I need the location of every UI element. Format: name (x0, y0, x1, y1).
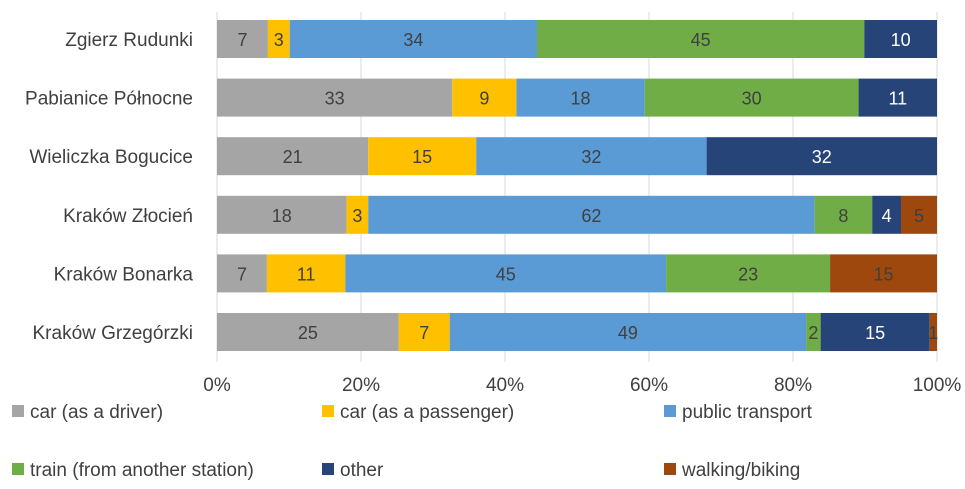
bar-segment (476, 137, 707, 176)
bar-segment (217, 313, 399, 351)
data-label: 30 (742, 89, 762, 109)
legend: car (as a driver) car (as a passenger) pub… (12, 402, 813, 481)
category-label: Pabianice Północne (25, 89, 193, 110)
bar-segment (398, 313, 450, 351)
data-label: 3 (352, 206, 362, 226)
legend-label: walking/biking (681, 460, 800, 481)
bar-segment (820, 313, 930, 351)
legend-swatch (12, 463, 24, 475)
category-label: Kraków Złocień (63, 206, 193, 227)
data-label: 2 (808, 323, 818, 343)
bar-segment (345, 254, 667, 293)
gridlines (216, 12, 938, 362)
legend-swatch (322, 405, 334, 417)
data-label: 21 (283, 147, 303, 167)
data-label: 33 (325, 89, 345, 109)
data-label: 15 (865, 323, 885, 343)
legend-swatch (12, 405, 24, 417)
bar-segment (901, 195, 937, 234)
bar-segment (872, 195, 901, 234)
bar-segment (217, 254, 267, 293)
bar-segment (368, 195, 815, 234)
x-tick-label: 60% (630, 375, 668, 396)
bar-segment (368, 137, 477, 176)
category-label: Wieliczka Bogucice (29, 147, 193, 168)
data-label: 45 (691, 30, 711, 50)
bar-segment (449, 313, 807, 351)
bar-segment (217, 195, 347, 234)
bar-segment (864, 20, 937, 58)
data-label: 62 (581, 206, 601, 226)
data-label: 7 (237, 264, 247, 284)
x-tick-label: 0% (203, 375, 231, 396)
bar-segment (452, 78, 517, 117)
bar-segment (516, 78, 645, 117)
bar-segment (217, 20, 268, 58)
bar-segment (537, 20, 865, 58)
x-tick-label: 100% (913, 375, 962, 396)
bar-segment (346, 195, 369, 234)
data-label: 8 (838, 206, 848, 226)
data-label: 1 (928, 323, 938, 343)
bar-segment (666, 254, 831, 293)
data-label: 25 (298, 323, 318, 343)
x-axis-ticks: 0% 20% 40% 60% 80% 100% (203, 375, 961, 396)
data-label: 23 (738, 264, 758, 284)
data-label: 7 (419, 323, 429, 343)
legend-label: train (from another station) (30, 460, 254, 481)
bar-segment (266, 254, 346, 293)
legend-label: car (as a passenger) (340, 402, 514, 423)
bar-segment (644, 78, 859, 117)
data-label: 18 (571, 89, 591, 109)
legend-label: other (340, 460, 384, 481)
data-label: 4 (882, 206, 892, 226)
data-label: 49 (618, 323, 638, 343)
data-label: 15 (412, 147, 432, 167)
data-label: 11 (297, 264, 316, 284)
category-label: Kraków Bonarka (54, 264, 194, 285)
data-label: 34 (403, 30, 423, 50)
legend-swatch (322, 463, 334, 475)
data-label: 5 (914, 206, 924, 226)
legend-label: public transport (682, 402, 813, 423)
bar-segment (267, 20, 290, 58)
category-labels: Zgierz Rudunki Pabianice Północne Wieliczk… (25, 30, 193, 344)
bar-segment (858, 78, 937, 117)
category-label: Kraków Grzegórzki (33, 323, 194, 344)
legend-swatch (664, 463, 676, 475)
bar-segment (814, 195, 873, 234)
data-label: 15 (874, 264, 894, 284)
bar-segment (217, 78, 453, 117)
data-label: 9 (479, 89, 489, 109)
bar-segment (706, 137, 937, 176)
x-tick-label: 20% (342, 375, 380, 396)
data-label: 32 (812, 147, 832, 167)
legend-swatch (664, 405, 676, 417)
x-tick-label: 80% (774, 375, 812, 396)
bar-segment (217, 137, 369, 176)
bar-segment (830, 254, 937, 293)
data-label: 18 (272, 206, 292, 226)
data-label: 32 (581, 147, 601, 167)
category-label: Zgierz Rudunki (65, 30, 193, 51)
legend-label: car (as a driver) (30, 402, 163, 423)
bar-segment (806, 313, 821, 351)
data-label: 45 (496, 264, 516, 284)
data-label: 3 (274, 30, 284, 50)
bar-segment (289, 20, 537, 58)
data-label: 11 (888, 89, 907, 109)
data-label: 10 (891, 30, 911, 50)
x-tick-label: 40% (486, 375, 524, 396)
data-label: 7 (237, 30, 247, 50)
bar-segment (929, 313, 937, 351)
